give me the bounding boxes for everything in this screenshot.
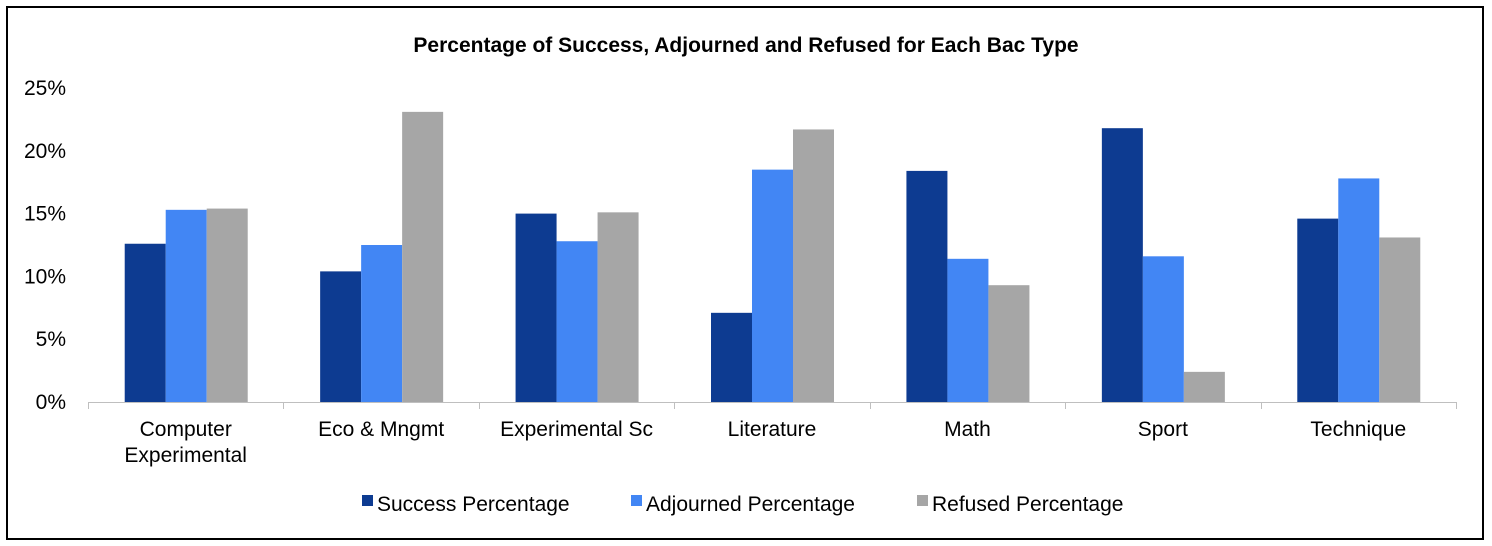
bar	[361, 245, 403, 402]
bars	[124, 111, 1421, 402]
bar	[515, 213, 557, 402]
bar	[1338, 178, 1380, 402]
x-tick-label: Computer Experimental	[124, 418, 247, 467]
bar	[206, 208, 248, 402]
bar	[402, 111, 444, 402]
bar	[1297, 218, 1339, 402]
y-tick-label: 25%	[24, 77, 66, 100]
legend: Success Percentage Adjourned Percentage Re…	[362, 493, 1123, 516]
x-tick-label: Math	[944, 418, 991, 441]
y-tick-label: 10%	[24, 265, 66, 288]
bar	[1142, 256, 1184, 402]
x-axis: Computer Experimental Eco & Mngmt Experimen…	[88, 402, 1457, 467]
legend-label: Success Percentage	[377, 493, 570, 516]
bar	[1183, 371, 1225, 402]
bar	[165, 209, 207, 402]
legend-swatch	[917, 495, 928, 506]
legend-item: Success Percentage	[362, 493, 570, 516]
bar	[320, 271, 362, 402]
x-tick-label: Literature	[728, 418, 817, 441]
bar	[597, 212, 639, 402]
y-tick-label: 5%	[36, 328, 66, 351]
bar	[752, 169, 793, 402]
x-tick-label: Eco & Mngmt	[318, 418, 444, 441]
legend-item: Refused Percentage	[917, 493, 1123, 516]
bar	[556, 241, 598, 402]
bar	[1101, 128, 1143, 402]
x-tick-label: Sport	[1138, 418, 1188, 441]
chart-frame	[6, 6, 1484, 540]
bar	[947, 258, 989, 402]
legend-label: Refused Percentage	[932, 493, 1123, 516]
x-tick-label: Experimental Sc	[500, 418, 653, 441]
legend-item: Adjourned Percentage	[631, 493, 855, 516]
legend-swatch	[362, 495, 373, 506]
bar	[906, 170, 948, 402]
y-tick-label: 20%	[24, 140, 66, 163]
y-tick-label: 0%	[36, 391, 66, 414]
bar	[793, 129, 834, 402]
y-tick-label: 15%	[24, 203, 66, 226]
x-tick-label: Technique	[1310, 418, 1406, 441]
bar	[711, 312, 752, 402]
bar	[124, 243, 166, 402]
bar	[1379, 237, 1421, 402]
bar	[988, 285, 1030, 402]
legend-label: Adjourned Percentage	[646, 493, 855, 516]
chart-title: Percentage of Success, Adjourned and Ref…	[413, 34, 1078, 57]
y-axis: 0% 5% 10% 15% 20% 25%	[24, 77, 66, 414]
legend-swatch	[631, 495, 642, 506]
